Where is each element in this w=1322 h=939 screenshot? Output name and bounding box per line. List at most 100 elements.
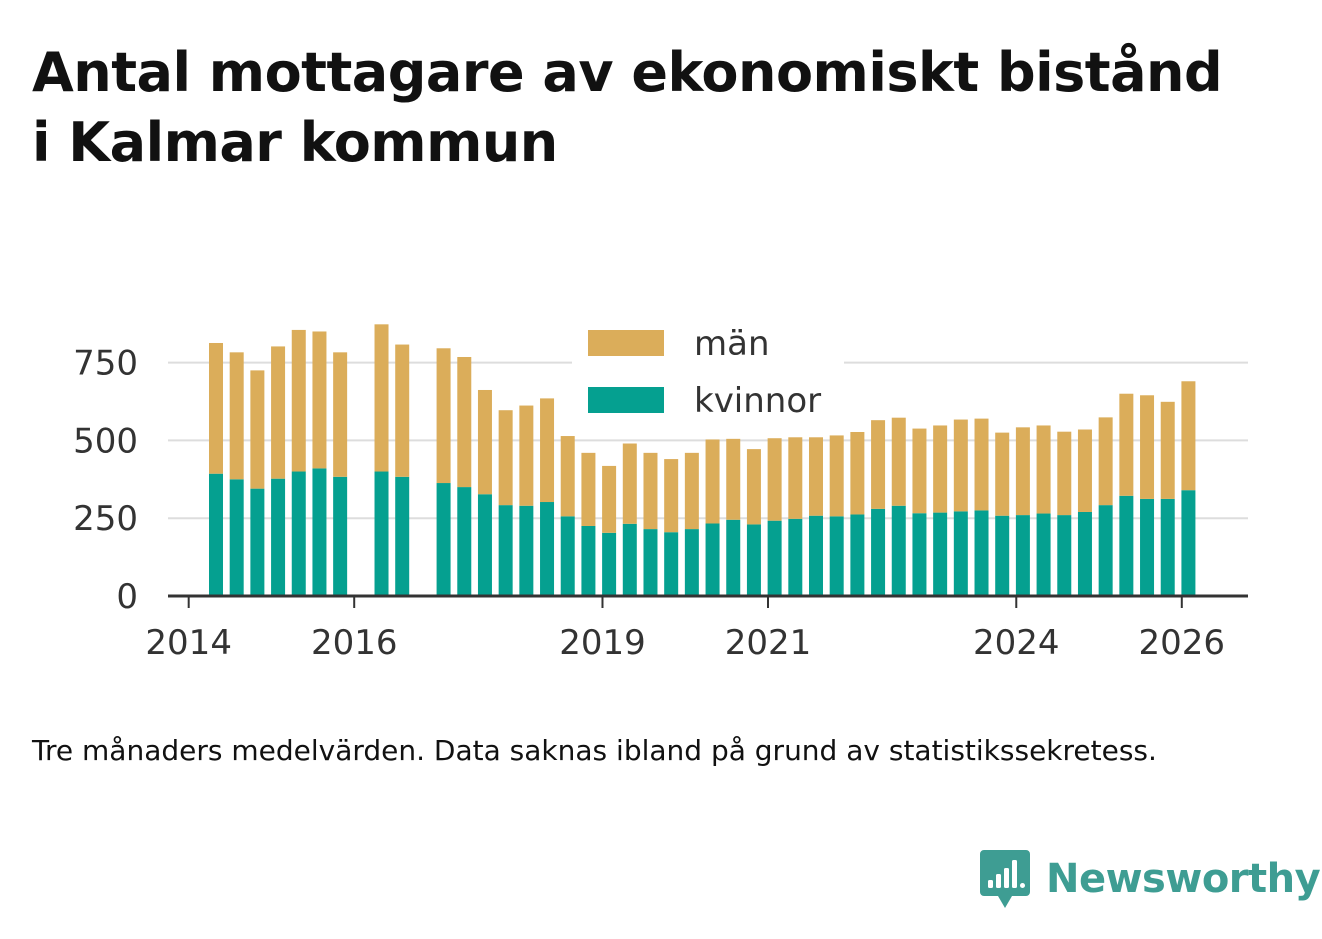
bar-man[interactable] <box>891 417 906 506</box>
bar-kvinnor[interactable] <box>498 505 513 596</box>
bar-man[interactable] <box>209 342 223 474</box>
bar-man[interactable] <box>829 435 844 517</box>
bar-kvinnor[interactable] <box>1057 515 1072 596</box>
bar-kvinnor[interactable] <box>209 473 223 596</box>
bar-man[interactable] <box>1077 429 1092 512</box>
bar-kvinnor[interactable] <box>1119 495 1134 596</box>
bar-kvinnor[interactable] <box>974 510 989 596</box>
bar-man[interactable] <box>1057 431 1072 516</box>
bar-kvinnor[interactable] <box>540 502 555 596</box>
bar-kvinnor[interactable] <box>1077 511 1092 596</box>
bar-kvinnor[interactable] <box>684 529 699 596</box>
bar-man[interactable] <box>457 356 472 488</box>
bar-man[interactable] <box>498 410 513 506</box>
bar-kvinnor[interactable] <box>1140 498 1155 596</box>
bar-kvinnor[interactable] <box>312 468 327 596</box>
bar-kvinnor[interactable] <box>333 476 348 596</box>
bar-kvinnor[interactable] <box>581 525 596 596</box>
bar-man[interactable] <box>581 452 596 526</box>
bar-kvinnor[interactable] <box>953 511 968 596</box>
bar-kvinnor[interactable] <box>271 478 286 596</box>
bar-man[interactable] <box>1036 425 1051 514</box>
bar-man[interactable] <box>788 437 803 519</box>
bar-kvinnor[interactable] <box>1015 515 1030 596</box>
bar-kvinnor[interactable] <box>705 523 720 596</box>
bar-man[interactable] <box>622 443 637 524</box>
bar-man[interactable] <box>664 459 679 533</box>
bar-man[interactable] <box>436 348 451 484</box>
bar-man[interactable] <box>271 346 286 479</box>
bar-man[interactable] <box>1140 395 1155 499</box>
bar-kvinnor[interactable] <box>1160 498 1175 596</box>
bar-kvinnor[interactable] <box>1098 505 1113 596</box>
bar-man[interactable] <box>333 352 348 477</box>
bar-man[interactable] <box>229 352 244 480</box>
bar-man[interactable] <box>953 419 968 512</box>
bar-kvinnor[interactable] <box>664 532 679 596</box>
bar-kvinnor[interactable] <box>622 523 637 596</box>
bar-kvinnor[interactable] <box>891 505 906 596</box>
bar-man[interactable] <box>850 431 865 515</box>
bar-man[interactable] <box>767 438 782 521</box>
bar-man[interactable] <box>602 465 617 533</box>
bar-man[interactable] <box>477 389 492 495</box>
bar-man[interactable] <box>726 438 741 520</box>
bar-man[interactable] <box>746 449 761 525</box>
bar-man[interactable] <box>1160 401 1175 499</box>
newsworthy-logo[interactable]: Newsworthy <box>980 850 1321 908</box>
bar-man[interactable] <box>291 329 306 472</box>
bar-man[interactable] <box>312 331 327 469</box>
bar-kvinnor[interactable] <box>1036 513 1051 596</box>
bar-kvinnor[interactable] <box>560 516 575 596</box>
chart-legend[interactable]: män kvinnor <box>572 322 844 428</box>
bar-kvinnor[interactable] <box>374 471 389 596</box>
bar-man[interactable] <box>1181 381 1196 491</box>
bar-kvinnor[interactable] <box>871 508 886 596</box>
legend-swatch-man <box>588 330 664 356</box>
bar-man[interactable] <box>374 324 389 472</box>
bar-man[interactable] <box>643 452 658 530</box>
bar-kvinnor[interactable] <box>477 494 492 596</box>
bar-man[interactable] <box>560 436 575 517</box>
y-tick-label: 750 <box>73 344 138 384</box>
bar-man[interactable] <box>705 439 720 524</box>
bar-kvinnor[interactable] <box>912 513 927 596</box>
bar-man[interactable] <box>995 432 1010 516</box>
legend-label-man: män <box>694 324 770 364</box>
bar-kvinnor[interactable] <box>1181 490 1196 596</box>
bar-kvinnor[interactable] <box>809 515 823 596</box>
bar-kvinnor[interactable] <box>829 516 844 596</box>
bar-kvinnor[interactable] <box>519 505 534 596</box>
bar-man[interactable] <box>1098 417 1113 506</box>
bar-kvinnor[interactable] <box>850 514 865 596</box>
bar-kvinnor[interactable] <box>726 519 741 596</box>
bar-kvinnor[interactable] <box>933 512 948 596</box>
bar-man[interactable] <box>519 405 534 506</box>
bar-man[interactable] <box>1015 427 1030 516</box>
bar-kvinnor[interactable] <box>788 518 803 596</box>
bar-man[interactable] <box>1119 393 1134 496</box>
bar-kvinnor[interactable] <box>602 532 617 596</box>
bar-kvinnor[interactable] <box>767 520 782 596</box>
bar-man[interactable] <box>809 437 823 516</box>
bar-man[interactable] <box>974 418 989 511</box>
bar-kvinnor[interactable] <box>250 488 265 596</box>
bar-kvinnor[interactable] <box>395 476 410 596</box>
bar-man[interactable] <box>912 428 927 514</box>
bar-kvinnor[interactable] <box>291 471 306 596</box>
y-tick-label: 500 <box>73 421 138 461</box>
bar-kvinnor[interactable] <box>643 529 658 596</box>
bar-kvinnor[interactable] <box>995 515 1010 596</box>
bar-kvinnor[interactable] <box>229 479 244 596</box>
bar-man[interactable] <box>540 398 555 503</box>
bar-kvinnor[interactable] <box>436 483 451 596</box>
bar-kvinnor[interactable] <box>457 487 472 596</box>
bar-man[interactable] <box>871 420 886 509</box>
bar-kvinnor[interactable] <box>746 524 761 596</box>
bar-man[interactable] <box>933 425 948 513</box>
x-tick-label: 2026 <box>1139 623 1226 663</box>
bar-man[interactable] <box>684 452 699 530</box>
y-tick-label: 250 <box>73 499 138 539</box>
bar-man[interactable] <box>250 370 265 489</box>
bar-man[interactable] <box>395 344 410 477</box>
